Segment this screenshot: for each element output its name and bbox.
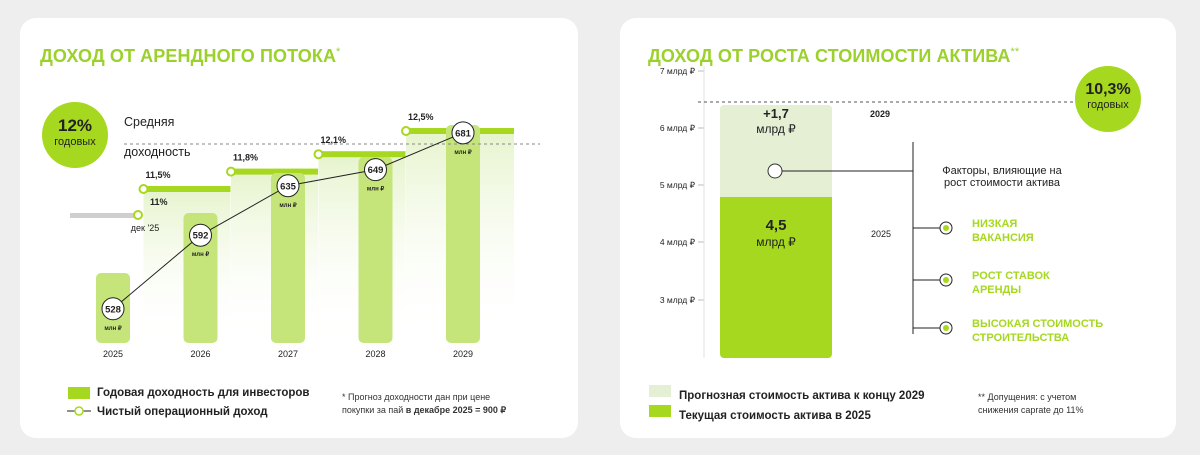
yield-step-dot-4: [401, 126, 411, 136]
current-value-label: 4,5: [766, 217, 787, 234]
right-footnote: ** Допущения: с учетом снижения caprate …: [978, 392, 1084, 415]
legend-current-swatch: [649, 405, 671, 417]
yield-label-2: 11,8%: [233, 153, 258, 163]
factors-title: Факторы, влияющие на рост стоимости акти…: [942, 165, 1062, 189]
yield-step-bar-3: [318, 151, 406, 158]
yield-start-label: дек '25: [131, 223, 159, 233]
y-tick-2: 5 млрд ₽: [660, 180, 696, 190]
average-yield-label-2: доходность: [124, 145, 191, 159]
noi-point-2025: [101, 297, 125, 321]
noi-bar-2028: [358, 157, 393, 343]
yield-step-dot-2: [226, 166, 236, 177]
growth-unit-label: млрд ₽: [756, 122, 796, 136]
current-bar-top: [720, 197, 832, 205]
noi-value-2029: 681: [455, 128, 472, 139]
noi-point-2028: [364, 158, 387, 182]
asset-growth-badge: 10,3% годовых: [1075, 66, 1141, 132]
yield-step-bar-1: [143, 186, 231, 192]
x-tick-2028: 2028: [365, 349, 385, 359]
legend-line-label: Чистый операционный доход: [97, 406, 268, 418]
y-tick-4: 7 млрд ₽: [660, 66, 696, 76]
x-tick-2027: 2027: [278, 349, 298, 359]
legend-line-icon: [67, 406, 91, 416]
left-footnote: * Прогноз доходности дан при цене покупк…: [342, 392, 507, 415]
x-tick-2025: 2025: [103, 349, 123, 359]
noi-bar-2026: [183, 213, 218, 343]
noi-point-2029: [451, 121, 475, 145]
rental-income-chart: 11% дек '25 11,5% 11,8% 12,1% 12,5% 2025 2026 20…: [70, 112, 540, 359]
y-tick-3: 6 млрд ₽: [660, 123, 696, 133]
rental-income-title: ДОХОД ОТ АРЕНДНОГО ПОТОКА*: [40, 46, 341, 66]
noi-value-2027: 635: [280, 181, 297, 192]
yield-label-3: 12,1%: [321, 135, 347, 145]
yield-start-segment: [70, 213, 136, 218]
current-bar-segment: [720, 197, 832, 358]
x-tick-2029: 2029: [453, 349, 473, 359]
noi-value-2028: 649: [368, 165, 384, 176]
legend-forecast-label: Прогнозная стоимость актива к концу 2029: [679, 390, 925, 402]
y-tick-0: 3 млрд ₽: [660, 295, 696, 305]
factor-low-vacancy: НИЗКАЯ ВАКАНСИЯ: [972, 218, 1034, 244]
noi-unit-2029: млн ₽: [454, 149, 472, 156]
noi-value-2026: 592: [193, 231, 209, 242]
noi-unit-2028: млн ₽: [367, 186, 385, 193]
noi-point-2027: [276, 174, 300, 198]
noi-unit-2026: млн ₽: [192, 251, 210, 258]
legend-bars-swatch: [68, 387, 90, 399]
yield-start-dot: [133, 210, 143, 220]
noi-bar-2029: [446, 125, 480, 343]
year-2025-label: 2025: [871, 229, 892, 239]
yield-step-bar-2: [231, 168, 318, 175]
legend-bars-label: Годовая доходность для инвесторов: [97, 387, 310, 399]
yield-label-1: 11,5%: [146, 170, 171, 180]
average-yield-label-1: Средняя: [124, 115, 175, 129]
asset-growth-chart: 3 млрд ₽ 4 млрд ₽ 5 млрд ₽ 6 млрд ₽ 7 млрд ₽…: [660, 66, 1100, 358]
year-2029-label: 2029: [870, 109, 891, 119]
noi-unit-2025: млн ₽: [104, 325, 122, 332]
factor-construction-cost: ВЫСОКАЯ СТОИМОСТЬ СТРОИТЕЛЬСТВА: [972, 318, 1104, 344]
y-tick-1: 4 млрд ₽: [660, 237, 696, 247]
yield-label-0: 11%: [150, 197, 168, 207]
x-tick-2026: 2026: [190, 349, 210, 359]
asset-growth-title: ДОХОД ОТ РОСТА СТОИМОСТИ АКТИВА**: [648, 46, 1020, 66]
yield-label-4: 12,5%: [408, 112, 434, 122]
current-unit-label: млрд ₽: [756, 235, 796, 249]
legend-forecast-swatch: [649, 385, 671, 397]
noi-value-2025: 528: [105, 304, 121, 315]
growth-value-label: +1,7: [763, 106, 789, 121]
noi-unit-2027: млн ₽: [279, 202, 297, 209]
noi-point-2026: [189, 223, 212, 247]
average-yield-badge: 12% годовых: [42, 102, 108, 168]
yield-step-dot-1: [138, 184, 149, 194]
noi-bar-2027: [271, 173, 305, 343]
factor-rent-rates: РОСТ СТАВОК АРЕНДЫ: [972, 270, 1050, 296]
legend-current-label: Текущая стоимость актива в 2025: [679, 410, 871, 422]
factors-marker: [767, 163, 783, 179]
yield-step-dot-3: [313, 149, 324, 160]
